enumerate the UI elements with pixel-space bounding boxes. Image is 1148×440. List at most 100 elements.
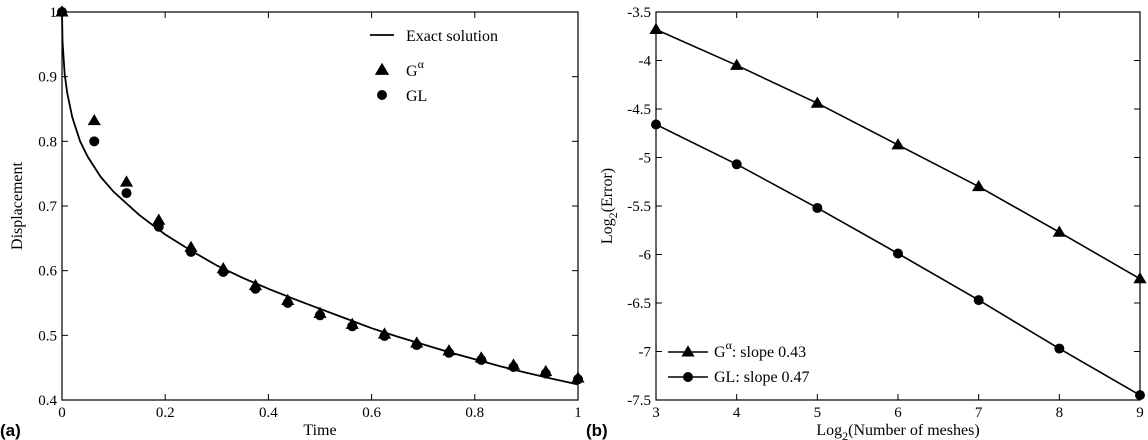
y-tick-label: -7.5 bbox=[627, 393, 651, 409]
gl-point bbox=[1054, 343, 1065, 354]
g-alpha-point bbox=[119, 175, 134, 187]
x-tick-label: 3 bbox=[652, 405, 660, 421]
x-label-rest: (Number of meshes) bbox=[848, 422, 980, 439]
panel-a-y-axis-label: Displacement bbox=[9, 161, 26, 250]
gl-point bbox=[315, 310, 325, 321]
panel-b-y-axis-label: Log2(Error) bbox=[599, 168, 620, 244]
gl-point bbox=[731, 159, 742, 170]
legend-superscript: α bbox=[726, 338, 733, 352]
panel-a-x-axis-label: Time bbox=[303, 422, 336, 439]
y-label-subscript: 2 bbox=[606, 212, 620, 218]
gl-point bbox=[444, 347, 454, 358]
y-tick-label: -7 bbox=[639, 345, 652, 361]
panel-b-x-axis-label: Log2(Number of meshes) bbox=[816, 422, 979, 440]
g-alpha-point bbox=[972, 179, 986, 192]
y-tick-label: 0.5 bbox=[38, 328, 57, 344]
panel-a-label: (a) bbox=[0, 421, 21, 440]
gl-point bbox=[812, 202, 823, 213]
gl-point bbox=[153, 221, 164, 232]
gl-point bbox=[508, 362, 519, 373]
panel-b-legend: Gα: slope 0.43 GL: slope 0.47 bbox=[668, 338, 810, 386]
x-tick-label: 1 bbox=[574, 405, 582, 421]
panel-a-legend: Exact solution Gα GL bbox=[370, 28, 498, 105]
panel-a-markers bbox=[55, 5, 585, 385]
y-tick-label: 1 bbox=[50, 5, 58, 21]
y-label-rest: (Error) bbox=[599, 168, 616, 212]
x-tick-label: 9 bbox=[1136, 405, 1144, 421]
gl-point bbox=[57, 7, 67, 17]
x-tick-label: 0.4 bbox=[259, 405, 278, 421]
y-tick-label: 0.4 bbox=[38, 393, 57, 409]
y-tick-label: -3.5 bbox=[627, 5, 651, 21]
legend-name: GL bbox=[714, 369, 735, 386]
gl-point bbox=[1135, 390, 1145, 401]
x-tick-label: 6 bbox=[894, 405, 902, 421]
gl-point bbox=[121, 188, 132, 199]
legend-slope: : slope 0.43 bbox=[732, 344, 806, 361]
gl-series-line bbox=[655, 123, 1141, 396]
legend-g-text: G bbox=[406, 63, 418, 80]
panel-a: 0 0.2 0.4 0.6 0.8 1 0.4 0.5 0.6 0.7 0.8 0.9 1 Time D… bbox=[0, 5, 585, 440]
gl-point bbox=[411, 340, 422, 351]
panel-b-label: (b) bbox=[586, 421, 608, 440]
g-alpha-point bbox=[891, 138, 905, 150]
x-tick-label: 0.6 bbox=[362, 405, 381, 421]
g-alpha-point bbox=[1133, 272, 1147, 284]
y-tick-label: -6.5 bbox=[627, 296, 651, 312]
legend-triangle-marker bbox=[681, 345, 695, 357]
legend-triangle-marker bbox=[374, 62, 390, 75]
y-tick-label: 0.9 bbox=[38, 70, 57, 86]
y-tick-label: -4 bbox=[639, 54, 652, 70]
panel-b-markers bbox=[649, 22, 1147, 401]
legend-slope: : slope 0.47 bbox=[735, 369, 809, 386]
y-tick-label: 0.8 bbox=[38, 134, 57, 150]
g-alpha-point bbox=[87, 113, 101, 126]
legend-circle-marker bbox=[683, 372, 693, 382]
gl-point bbox=[379, 330, 390, 341]
g-alpha-point bbox=[730, 58, 744, 70]
x-tick-label: 0.8 bbox=[465, 405, 484, 421]
legend-g-alpha-label: Gα bbox=[406, 57, 425, 80]
panel-b-ticks: 3 4 5 6 7 8 9 -3.5 -4 -4.5 -5 -5.5 -6 -6.5 -7 -7.5 bbox=[627, 5, 1144, 421]
legend-alpha-superscript: α bbox=[418, 57, 425, 71]
gl-point bbox=[893, 248, 903, 259]
gl-point bbox=[218, 266, 229, 277]
y-tick-label: 0.6 bbox=[38, 264, 57, 280]
legend-gl-label: GL: slope 0.47 bbox=[714, 369, 810, 386]
legend-exact-label: Exact solution bbox=[406, 28, 498, 45]
gl-point bbox=[540, 368, 551, 379]
y-tick-label: -4.5 bbox=[627, 102, 651, 118]
y-tick-label: -5.5 bbox=[627, 199, 651, 215]
panel-b: 3 4 5 6 7 8 9-3.5-4-4.5-5-5.5-6-6.5-7-7.5 Log2… bbox=[586, 5, 1147, 440]
g-alpha-point bbox=[152, 213, 166, 225]
x-tick-label: 4 bbox=[733, 405, 741, 421]
g-alpha-point bbox=[810, 96, 824, 108]
legend-circle-marker bbox=[377, 90, 387, 100]
y-tick-label: 0.7 bbox=[38, 199, 57, 215]
panel-a-ticks: 0 0.2 0.4 0.6 0.8 1 0.4 0.5 0.6 0.7 0.8 0.9 1 bbox=[38, 5, 582, 421]
exact-solution-line bbox=[61, 11, 579, 386]
gl-point bbox=[347, 321, 358, 332]
y-label-log: Log bbox=[599, 218, 616, 244]
x-label-subscript: 2 bbox=[842, 429, 848, 440]
gl-point bbox=[476, 354, 487, 365]
legend-name: G bbox=[714, 344, 726, 361]
y-tick-label: -6 bbox=[639, 248, 652, 264]
g-alpha-point bbox=[649, 22, 663, 34]
x-tick-label: 0 bbox=[58, 405, 66, 421]
x-tick-label: 8 bbox=[1056, 405, 1064, 421]
x-tick-label: 0.2 bbox=[156, 405, 175, 421]
gl-point bbox=[973, 295, 984, 306]
gl-point bbox=[651, 119, 661, 130]
x-label-log: Log bbox=[816, 422, 842, 439]
gl-point bbox=[573, 374, 583, 385]
g-alpha-point bbox=[1052, 225, 1066, 237]
gl-point bbox=[186, 246, 196, 257]
panel-a-plot-frame bbox=[61, 11, 579, 401]
gl-point bbox=[89, 136, 100, 147]
x-tick-label: 7 bbox=[975, 405, 983, 421]
gl-point bbox=[250, 283, 261, 294]
gl-point bbox=[282, 298, 293, 308]
legend-gl-label: GL bbox=[406, 88, 427, 105]
